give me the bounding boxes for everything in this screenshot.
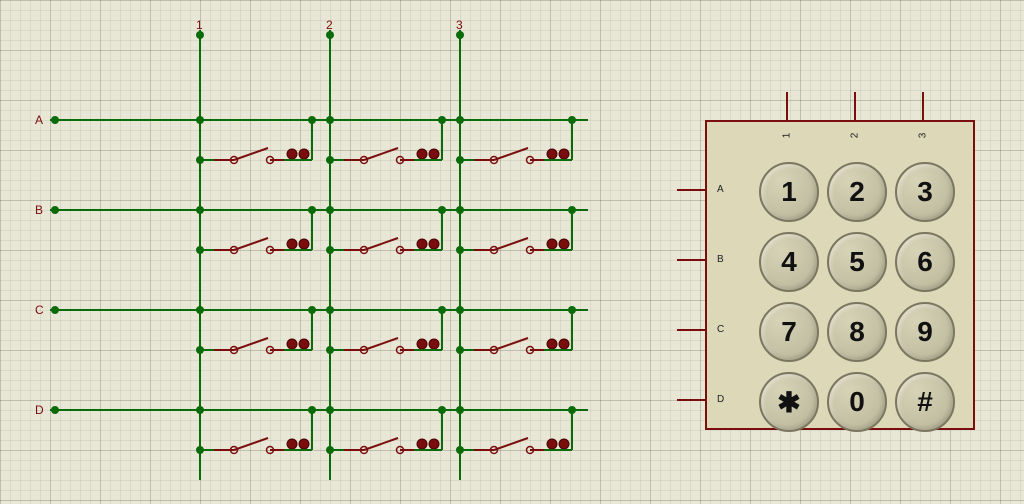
keypad-key-9[interactable]: 9 [895,302,955,362]
keypad-key-4[interactable]: 4 [759,232,819,292]
row-label-A: A [35,113,43,127]
keypad-row-label: C [717,324,724,335]
row-label-C: C [35,303,44,317]
keypad-row-pin [677,329,707,331]
keypad-col-pin [786,92,788,122]
row-label-B: B [35,203,43,217]
keypad-key-2[interactable]: 2 [827,162,887,222]
keypad-key-0[interactable]: 0 [827,372,887,432]
keypad-col-label: 2 [849,133,860,139]
keypad-row-pin [677,189,707,191]
schematic-canvas: 1 2 3 A B C D 123ABCD123456789✱0# [0,0,1024,504]
keypad-key-3[interactable]: 3 [895,162,955,222]
keypad-key-5[interactable]: 5 [827,232,887,292]
keypad-row-pin [677,399,707,401]
keypad-key-*[interactable]: ✱ [759,372,819,432]
keypad-col-label: 1 [781,133,792,139]
keypad-row-pin [677,259,707,261]
keypad-row-label: A [717,184,724,195]
keypad-col-pin [854,92,856,122]
keypad-key-6[interactable]: 6 [895,232,955,292]
keypad-row-label: B [717,254,724,265]
keypad-col-label: 3 [917,133,928,139]
col-label-2: 2 [326,18,333,32]
keypad-row-label: D [717,394,724,405]
keypad-key-1[interactable]: 1 [759,162,819,222]
keypad-key-8[interactable]: 8 [827,302,887,362]
keypad: 123ABCD123456789✱0# [705,120,975,430]
col-label-1: 1 [196,18,203,32]
keypad-col-pin [922,92,924,122]
col-label-3: 3 [456,18,463,32]
keypad-key-#[interactable]: # [895,372,955,432]
keypad-key-7[interactable]: 7 [759,302,819,362]
row-label-D: D [35,403,44,417]
